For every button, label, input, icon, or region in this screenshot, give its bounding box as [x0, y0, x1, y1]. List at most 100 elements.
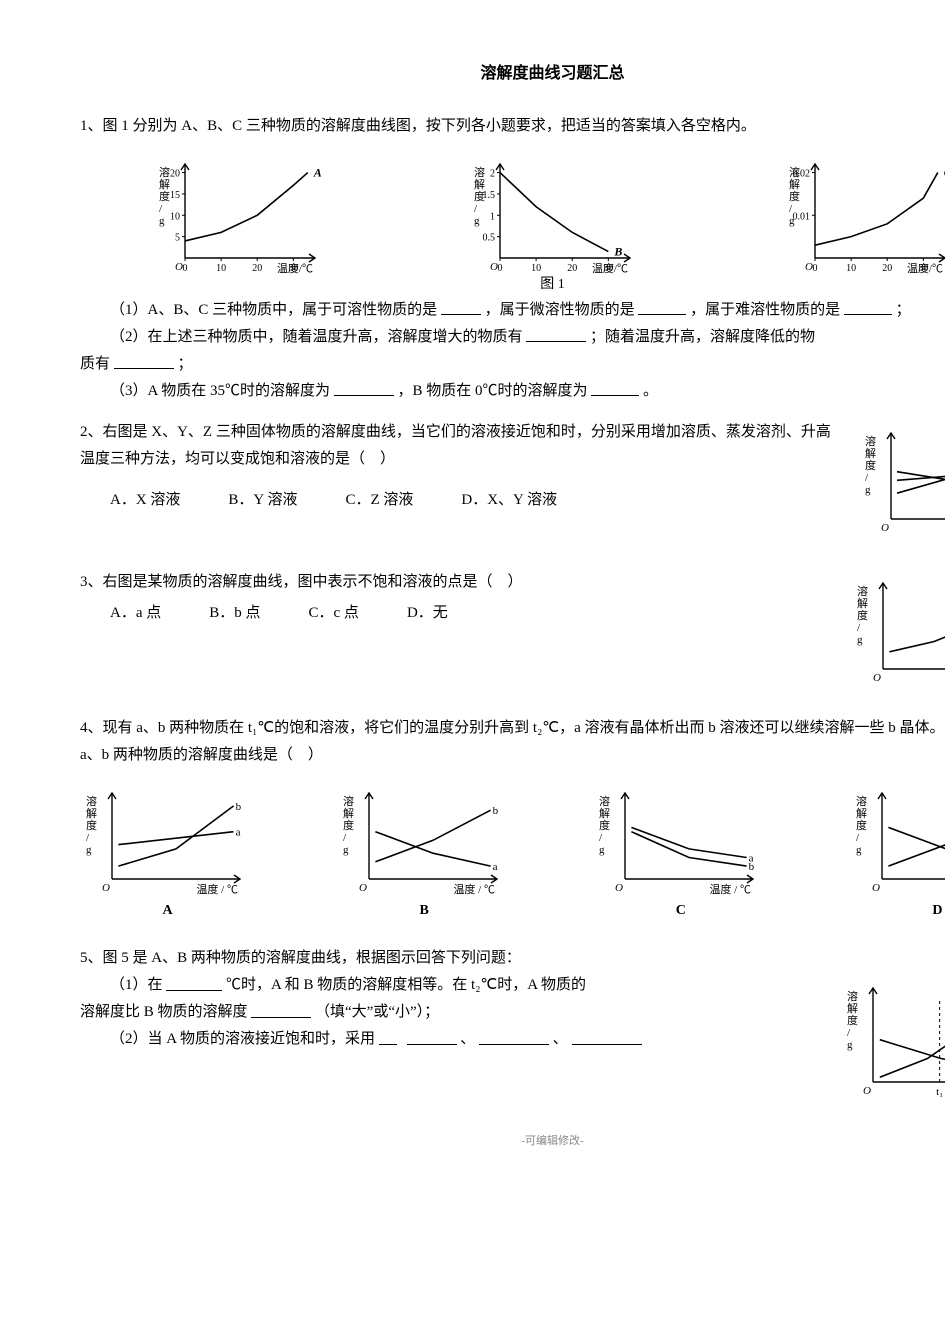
q2-stem: 2、右图是 X、Y、Z 三种固体物质的溶解度曲线，当它们的溶液接近饱和时，分别采… [80, 419, 843, 473]
svg-text:30: 30 [918, 263, 928, 274]
blank[interactable] [844, 299, 892, 315]
q4-label-d: D [850, 898, 945, 923]
svg-text:a: a [236, 827, 241, 839]
svg-text:溶: 溶 [474, 165, 485, 179]
page-footer: -可编辑修改- [80, 1132, 945, 1152]
q4-opt-b[interactable]: 温度 / ℃溶解度/gOab B [337, 777, 512, 923]
svg-text:解: 解 [159, 177, 170, 191]
q1-p3-c: 。 [643, 383, 658, 399]
svg-text:温度 / ℃: 温度 / ℃ [710, 882, 752, 896]
svg-text:0: 0 [812, 263, 817, 274]
q1-chart-a: 温度/℃溶解度/gO51015200102030A [143, 146, 333, 276]
q5-p1-b: ℃时，A 和 B 物质的溶解度相等。在 t₂℃时，A 物质的 [226, 977, 586, 993]
svg-text:度: 度 [856, 818, 867, 832]
svg-text:O: O [863, 1085, 871, 1097]
svg-text:0.5: 0.5 [482, 232, 495, 243]
svg-text:0: 0 [497, 263, 502, 274]
svg-text:g: g [474, 215, 480, 227]
question-3: 3、右图是某物质的溶解度曲线，图中表示不饱和溶液的点是（ ） A．a 点 B．b… [80, 569, 945, 689]
q2-opt-c[interactable]: C．Z 溶液 [345, 487, 413, 514]
svg-text:1.5: 1.5 [482, 190, 495, 201]
svg-text:解: 解 [857, 596, 868, 610]
blank[interactable] [572, 1029, 642, 1045]
svg-text:/: / [86, 832, 90, 844]
blank[interactable] [638, 299, 686, 315]
q1-p3-b: ，B 物质在 0℃时的溶解度为 [398, 383, 588, 399]
svg-text:度: 度 [343, 818, 354, 832]
svg-text:g: g [159, 215, 165, 227]
q1-p1-a: （1）A、B、C 三种物质中，属于可溶性物质的是 [110, 302, 437, 318]
q2-opt-b[interactable]: B．Y 溶液 [228, 487, 297, 514]
svg-text:/: / [474, 203, 478, 215]
svg-text:10: 10 [531, 263, 541, 274]
q1-sub2: （2）在上述三种物质中，随着温度升高，溶解度增大的物质有 ；随着温度升高，溶解度… [80, 324, 945, 378]
blank[interactable] [591, 380, 639, 396]
q5-p2-a: （2）当 A 物质的溶液接近饱和时，采用 [110, 1031, 375, 1047]
svg-text:g: g [856, 844, 862, 856]
svg-text:解: 解 [856, 806, 867, 820]
blank[interactable] [479, 1029, 549, 1045]
q4-label-a: A [80, 898, 255, 923]
svg-text:b: b [749, 861, 755, 873]
svg-text:/: / [847, 1027, 851, 1039]
svg-text:温度 / ℃: 温度 / ℃ [453, 882, 495, 896]
svg-text:溶: 溶 [159, 165, 170, 179]
q3-opt-c[interactable]: C．c 点 [309, 600, 359, 627]
blank[interactable] [114, 353, 174, 369]
svg-text:10: 10 [170, 211, 180, 222]
svg-text:/: / [599, 832, 603, 844]
q4-opt-d[interactable]: 温度 / ℃溶解度/gOab D [850, 777, 945, 923]
q4-opt-a[interactable]: 温度 / ℃溶解度/gOab A [80, 777, 255, 923]
svg-text:20: 20 [567, 263, 577, 274]
q1-charts: 温度/℃溶解度/gO51015200102030A 温度/℃溶解度/gO0.51… [80, 146, 945, 276]
q3-opt-d[interactable]: D．无 [407, 600, 448, 627]
blank[interactable] [526, 326, 586, 342]
svg-text:度: 度 [857, 608, 868, 622]
blank[interactable] [334, 380, 394, 396]
q3-stem: 3、右图是某物质的溶解度曲线，图中表示不饱和溶液的点是（ ） [80, 569, 833, 596]
svg-text:10: 10 [216, 263, 226, 274]
q3-opt-a[interactable]: A．a 点 [110, 600, 161, 627]
svg-text:1: 1 [490, 211, 495, 222]
svg-text:解: 解 [847, 1001, 858, 1015]
q1-p1-b: ，属于微溶性物质的是 [485, 302, 635, 318]
blank[interactable] [441, 299, 481, 315]
question-5: 5、图 5 是 A、B 两种物质的溶解度曲线，根据图示回答下列问题： （1）在 … [80, 945, 945, 1102]
q2-opt-d[interactable]: D．X、Y 溶液 [461, 487, 557, 514]
q2-opt-a[interactable]: A．X 溶液 [110, 487, 180, 514]
svg-text:0: 0 [182, 263, 187, 274]
svg-text:g: g [847, 1039, 853, 1051]
svg-text:解: 解 [474, 177, 485, 191]
q3-chart: 温度/℃溶解度/gObac [845, 569, 945, 689]
blank[interactable] [166, 975, 222, 991]
svg-text:度: 度 [865, 458, 876, 472]
q4-chart-d: 温度 / ℃溶解度/gOab [850, 777, 945, 902]
q2-chart: 温度/℃溶解度/gOXYZ [855, 419, 945, 539]
svg-text:解: 解 [599, 806, 610, 820]
blank[interactable] [379, 1029, 397, 1045]
svg-text:t₁: t₁ [936, 1086, 943, 1098]
q5-p2-c: 、 [553, 1031, 568, 1047]
svg-text:/: / [857, 622, 861, 634]
svg-text:解: 解 [865, 446, 876, 460]
q1-p1-d: ； [896, 302, 911, 318]
q4-opt-c[interactable]: 温度 / ℃溶解度/gOab C [593, 777, 768, 923]
svg-text:O: O [872, 882, 880, 894]
svg-text:O: O [881, 522, 889, 534]
question-1: 1、图 1 分别为 A、B、C 三种物质的溶解度曲线图，按下列各小题要求，把适当… [80, 113, 945, 405]
q3-opt-b[interactable]: B．b 点 [209, 600, 260, 627]
q4-chart-b: 温度 / ℃溶解度/gOab [337, 777, 512, 902]
svg-text:度: 度 [86, 818, 97, 832]
blank[interactable] [407, 1029, 457, 1045]
svg-text:溶: 溶 [847, 989, 858, 1003]
svg-text:g: g [86, 844, 92, 856]
svg-text:20: 20 [882, 263, 892, 274]
q4-stem: 4、现有 a、b 两种物质在 t₁℃的饱和溶液，将它们的温度分别升高到 t₂℃，… [80, 715, 945, 769]
q1-p2-d: ； [178, 356, 193, 372]
blank[interactable] [251, 1002, 311, 1018]
svg-text:/: / [159, 203, 163, 215]
svg-text:g: g [865, 484, 871, 496]
svg-text:15: 15 [170, 190, 180, 201]
svg-text:/: / [856, 832, 860, 844]
q1-sub1: （1）A、B、C 三种物质中，属于可溶性物质的是 ，属于微溶性物质的是 ，属于难… [80, 297, 945, 324]
